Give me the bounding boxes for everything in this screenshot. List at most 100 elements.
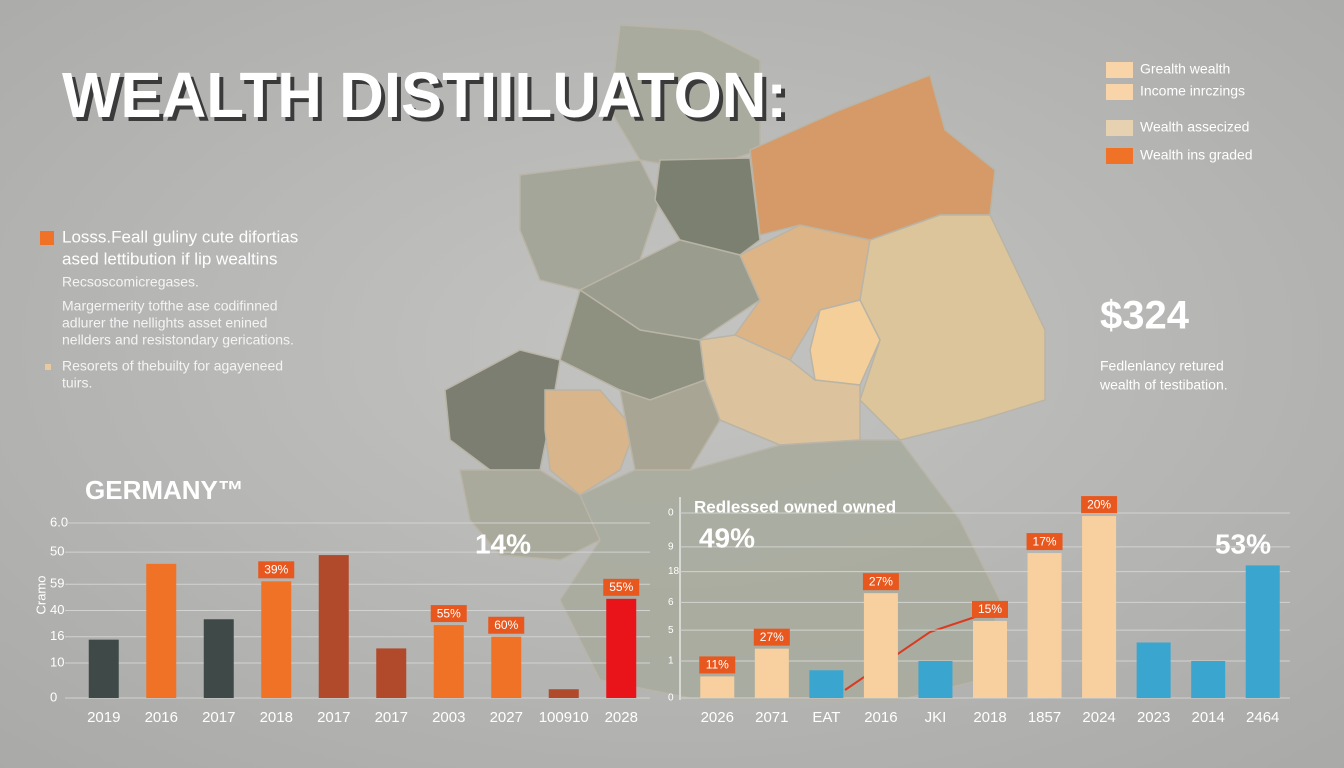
y-tick-label: 0 xyxy=(668,693,674,704)
legend-label: Wealth assecized xyxy=(1140,119,1249,135)
bar xyxy=(88,639,119,698)
legend-label: Income inrczings xyxy=(1140,83,1245,99)
y-tick-label: 59 xyxy=(50,576,64,591)
stat-line: Fedlenlancy retured xyxy=(1100,358,1224,374)
note-line: Margermerity tofthe ase codifinned xyxy=(62,298,278,314)
x-tick-label: 2019 xyxy=(87,709,120,726)
bar-tag: 27% xyxy=(869,574,893,588)
bar xyxy=(1136,642,1171,698)
callout: 49% xyxy=(699,522,755,553)
legend-label: Grealth wealth xyxy=(1140,61,1230,77)
bar xyxy=(809,670,844,698)
x-tick-label: 2017 xyxy=(375,709,408,726)
bar xyxy=(918,661,953,698)
x-tick-label: 2014 xyxy=(1191,709,1224,726)
y-tick-label: 10 xyxy=(50,654,64,669)
bar xyxy=(146,563,177,698)
bar-tag: 17% xyxy=(1033,534,1057,548)
x-tick-label: EAT xyxy=(812,709,840,726)
note-bullet xyxy=(40,231,54,245)
callout: 53% xyxy=(1215,528,1271,559)
bar xyxy=(863,593,898,698)
map-region xyxy=(544,389,636,496)
bar xyxy=(606,598,637,698)
bar-tag-box xyxy=(972,600,1008,618)
bar-tag-box xyxy=(1026,533,1063,551)
note-line: Losss.Feall guliny cute difortias xyxy=(62,227,298,246)
note-line: tuirs. xyxy=(62,375,92,391)
map xyxy=(444,24,1046,701)
x-tick-label: 2016 xyxy=(864,709,897,726)
y-tick-label: 0 xyxy=(50,689,57,704)
x-tick-label: 2018 xyxy=(260,709,293,726)
bar xyxy=(491,636,522,698)
bar xyxy=(1191,661,1226,698)
note-line: Resorets of thebuilty for agayeneed xyxy=(62,358,283,374)
note-line: ased lettibution if lip wealtins xyxy=(62,249,277,268)
note-bullet xyxy=(45,364,51,370)
bar xyxy=(700,676,735,698)
chart-title: Redlessed owned owned xyxy=(694,497,896,516)
bar xyxy=(973,620,1007,698)
map-region xyxy=(459,469,601,561)
y-tick-label: 0 xyxy=(668,508,674,519)
y-tick-label: 6 xyxy=(668,597,674,608)
x-tick-label: 2018 xyxy=(973,709,1006,726)
x-tick-label: 2023 xyxy=(1137,709,1170,726)
x-tick-label: 2003 xyxy=(432,709,465,726)
bar-tag: 55% xyxy=(609,580,633,594)
stat-line: wealth of testibation. xyxy=(1099,377,1228,393)
legend-label: Wealth ins graded xyxy=(1140,147,1253,163)
bar-tag: 39% xyxy=(264,563,288,577)
x-tick-label: JKI xyxy=(925,709,947,726)
bar-tag: 11% xyxy=(706,658,729,672)
y-tick-label: 6.0 xyxy=(50,514,68,529)
callout: 14% xyxy=(475,528,531,559)
y-tick-label: 5 xyxy=(668,625,674,636)
bar xyxy=(1027,553,1062,698)
bar-tag: 55% xyxy=(437,606,461,620)
bar xyxy=(548,689,579,698)
bar xyxy=(318,555,349,698)
x-tick-label: 1857 xyxy=(1028,709,1061,726)
map-region xyxy=(444,349,561,471)
x-tick-label: 2017 xyxy=(317,709,350,726)
x-tick-label: 2016 xyxy=(145,709,178,726)
bar xyxy=(1245,565,1280,698)
bar xyxy=(433,625,464,698)
y-axis-label: Cramo xyxy=(33,575,48,614)
bar-tag-box xyxy=(699,656,736,674)
note-line: Recsoscomicregases. xyxy=(62,274,199,290)
x-tick-label: 2071 xyxy=(755,709,788,726)
bar xyxy=(1082,516,1117,698)
y-tick-label: 9 xyxy=(668,542,674,553)
y-tick-label: 1 xyxy=(668,656,674,667)
bar xyxy=(376,648,407,698)
bar-tag: 27% xyxy=(760,630,784,644)
bar-tag: 15% xyxy=(978,602,1002,616)
title: WEALTH DISTIILUATON: xyxy=(62,59,787,131)
x-tick-label: 2024 xyxy=(1082,709,1115,726)
bar-tag-box xyxy=(603,578,640,596)
x-tick-label: 2026 xyxy=(701,709,734,726)
bar-tag-box xyxy=(862,573,899,591)
bar-tag: 60% xyxy=(494,618,518,632)
bar-tag-box xyxy=(753,628,790,646)
x-tick-label: 100910 xyxy=(539,709,589,726)
x-tick-label: 2017 xyxy=(202,709,235,726)
legend-swatch xyxy=(1106,84,1133,100)
x-tick-label: 2027 xyxy=(490,709,523,726)
y-tick-label: 50 xyxy=(50,544,64,559)
x-tick-label: 2464 xyxy=(1246,709,1279,726)
note-line: adlurer the nellights asset enined xyxy=(62,315,267,331)
chart-title: GERMANY™ xyxy=(85,475,244,505)
x-tick-label: 2028 xyxy=(605,709,638,726)
content: Grealth wealth Income inrczings Wealth ass… xyxy=(33,61,1290,726)
legend-swatch xyxy=(1106,62,1133,78)
title-shadow: WEALTH DISTIILUATON: xyxy=(66,63,791,135)
bar-tag-box xyxy=(430,605,467,623)
note-line: nellders and resistondary gerications. xyxy=(62,332,294,348)
y-tick-label: 40 xyxy=(50,602,64,617)
bar xyxy=(261,581,292,698)
y-tick-label: 16 xyxy=(50,628,64,643)
